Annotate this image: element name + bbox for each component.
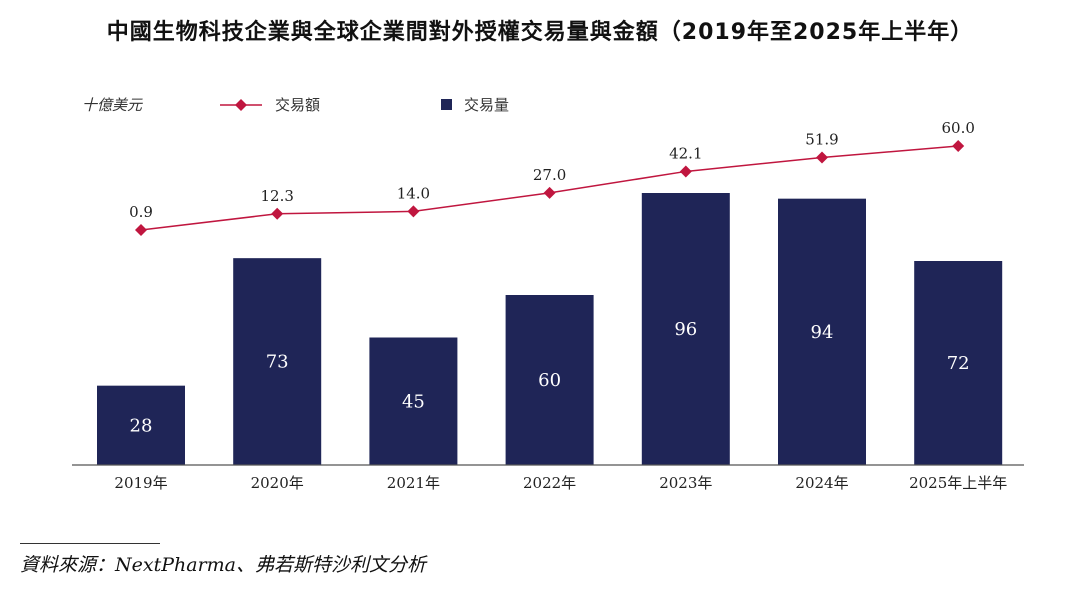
unit-label: 十億美元 (82, 96, 143, 114)
line-point-5 (816, 151, 828, 164)
x-tick-label-5: 2024年 (795, 474, 848, 492)
bar-4 (641, 193, 730, 465)
line-value-label-1: 12.3 (260, 187, 293, 205)
x-axis: 2019年 2020年 2021年 2022年 2023年 2024年 2025年上半年 (72, 464, 1024, 492)
bar-value-label-2: 45 (402, 391, 425, 412)
line-point-4 (679, 165, 692, 178)
bar-3 (505, 295, 594, 465)
source-divider (20, 543, 160, 544)
x-tick-label-3: 2022年 (523, 474, 576, 492)
bar-value-label-4: 96 (674, 319, 697, 340)
x-tick-label-1: 2020年 (251, 474, 304, 492)
bar-6 (914, 261, 1003, 465)
line-value-label-2: 14.0 (397, 184, 430, 202)
legend-diamond-icon (235, 99, 247, 111)
chart-title: 中國生物科技企業與全球企業間對外授權交易量與金額（2019年至2025年上半年） (106, 20, 974, 45)
line-point-3 (543, 186, 556, 199)
bar-0 (97, 385, 185, 465)
line-point-0 (135, 224, 147, 236)
line-value-label-0: 0.9 (129, 203, 153, 221)
x-tick-label-6: 2025年上半年 (909, 474, 1007, 492)
bar-value-label-0: 28 (130, 415, 153, 436)
legend-label-amount: 交易額 (275, 96, 320, 114)
x-tick-label-4: 2023年 (659, 474, 712, 492)
legend-label-volume: 交易量 (464, 96, 509, 114)
line-value-label-6: 60.0 (941, 119, 974, 137)
bar-series: 28 73 45 60 96 94 72 (97, 193, 1003, 465)
bar-5 (778, 198, 866, 465)
line-value-label-3: 27.0 (533, 166, 566, 184)
line-point-6 (952, 140, 965, 152)
line-point-2 (407, 205, 420, 218)
bar-value-label-5: 94 (811, 322, 834, 343)
line-series: 0.9 12.3 14.0 27.0 42.1 51.9 60.0 (129, 119, 975, 236)
legend-square-icon (441, 99, 452, 110)
bar-value-label-1: 73 (266, 352, 289, 373)
source-note: 資料來源：NextPharma、弗若斯特沙利文分析 (20, 554, 426, 576)
bar-value-label-3: 60 (538, 370, 561, 391)
bar-value-label-6: 72 (947, 353, 970, 374)
line-value-label-5: 51.9 (805, 131, 838, 149)
line-value-label-4: 42.1 (669, 144, 702, 162)
chart-legend: 十億美元 交易額 交易量 (82, 96, 509, 114)
bar-2 (369, 337, 458, 465)
x-tick-label-0: 2019年 (114, 474, 167, 492)
x-tick-label-2: 2021年 (387, 474, 440, 492)
bar-1 (233, 258, 322, 465)
line-point-1 (271, 207, 284, 220)
